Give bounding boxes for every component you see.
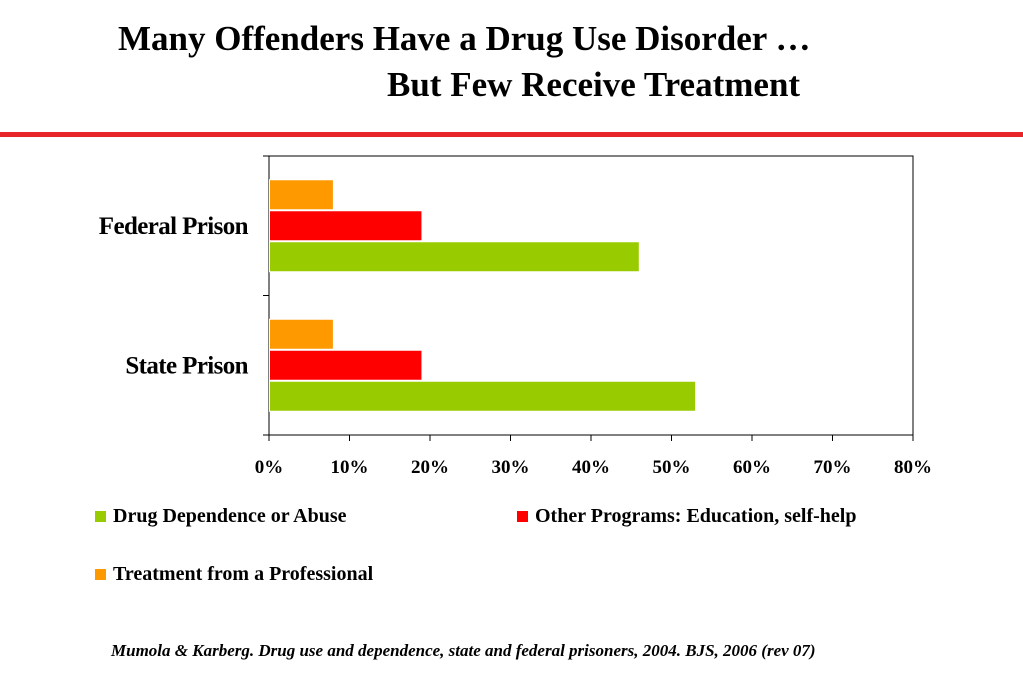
legend-item-treatment: Treatment from a Professional [95, 563, 373, 586]
bar [269, 210, 423, 242]
x-tick-label: 70% [814, 457, 852, 478]
legend-item-drug-dependence: Drug Dependence or Abuse [95, 505, 347, 528]
x-tick-label: 0% [255, 457, 284, 478]
bar [269, 380, 697, 412]
x-tick-label: 40% [572, 457, 610, 478]
x-tick-label: 60% [733, 457, 771, 478]
category-label: State Prison [125, 352, 248, 379]
title-line-1: Many Offenders Have a Drug Use Disorder … [118, 19, 811, 58]
x-tick-label: 30% [492, 457, 530, 478]
legend-label: Other Programs: Education, self-help [535, 505, 857, 527]
title-line-2: But Few Receive Treatment [387, 65, 801, 104]
legend-label: Drug Dependence or Abuse [113, 505, 347, 527]
x-tick-label: 10% [331, 457, 369, 478]
legend-swatch [95, 569, 106, 580]
bar [269, 179, 334, 211]
category-label: Federal Prison [99, 213, 249, 240]
x-tick-label: 50% [653, 457, 691, 478]
x-tick-label: 20% [411, 457, 449, 478]
legend-swatch [517, 511, 528, 522]
legend-label: Treatment from a Professional [113, 563, 374, 585]
legend-item-other-programs: Other Programs: Education, self-help [517, 505, 856, 528]
bar [269, 349, 423, 381]
title-divider [0, 132, 1023, 137]
legend-swatch [95, 511, 106, 522]
x-tick-label: 80% [894, 457, 932, 478]
bar [269, 318, 334, 350]
source-citation: Mumola & Karberg. Drug use and dependenc… [111, 641, 816, 660]
bar [269, 241, 640, 273]
